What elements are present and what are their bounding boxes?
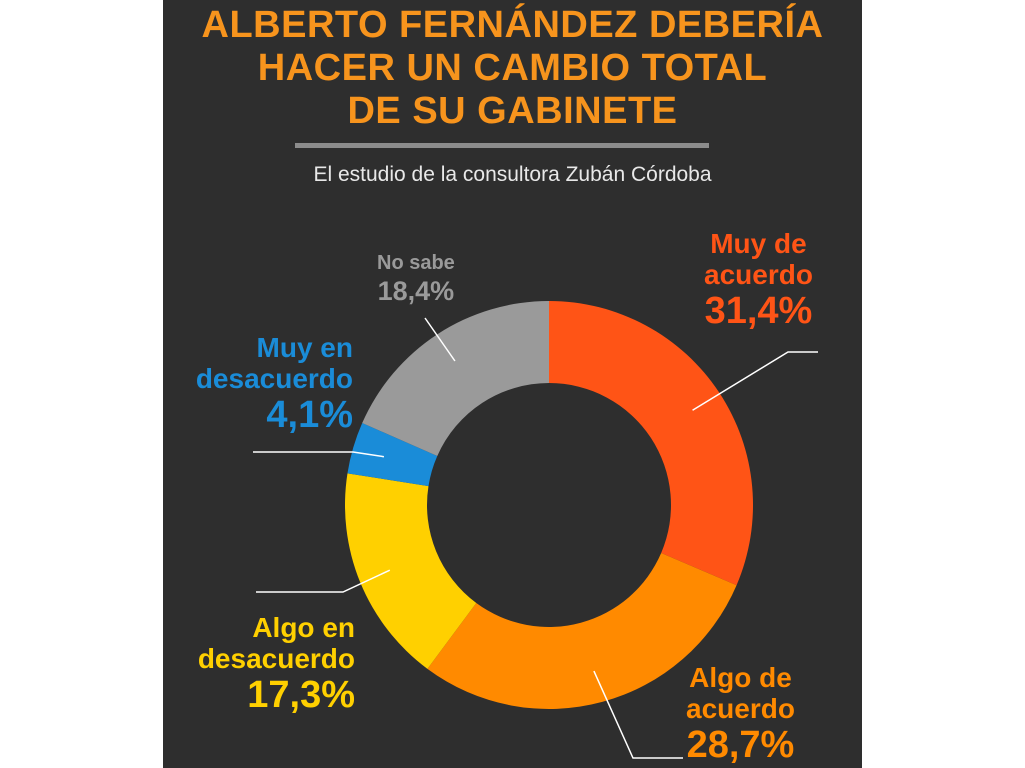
slice-value: 4,1% [266, 394, 353, 436]
slice-label-algo-de-acuerdo: Algo de acuerdo 28,7% [686, 662, 795, 766]
donut-slice-2 [345, 473, 477, 669]
slice-value: 28,7% [686, 724, 795, 766]
title-divider [295, 143, 709, 148]
slice-name-line: acuerdo [704, 259, 813, 290]
slice-name-line: Muy en [256, 332, 353, 363]
donut-slice-3 [347, 423, 438, 487]
title-line-2: HACER UN CAMBIO TOTAL [257, 47, 768, 89]
slice-label-algo-en-desacuerdo: Algo en desacuerdo 17,3% [198, 612, 355, 716]
slice-name-line: acuerdo [686, 693, 795, 724]
slice-label-no-sabe: No sabe 18,4% [377, 251, 455, 307]
leader-line-0 [692, 351, 818, 411]
title-line-3: DE SU GABINETE [347, 90, 678, 132]
donut-slice-0 [549, 301, 754, 586]
chart-subtitle: El estudio de la consultora Zubán Córdob… [313, 163, 712, 186]
slice-label-muy-en-desacuerdo: Muy en desacuerdo 4,1% [196, 332, 353, 436]
donut-slice-1 [427, 552, 737, 709]
leader-line-1 [593, 670, 683, 759]
slice-name-line: Algo en [252, 612, 355, 643]
leader-line-2 [256, 569, 391, 593]
infographic-panel: ALBERTO FERNÁNDEZ DEBERÍA HACER UN CAMBI… [163, 0, 862, 768]
leader-line-3 [253, 451, 385, 458]
slice-name-line: No sabe [377, 252, 455, 274]
slice-name-line: Muy de [710, 228, 807, 259]
slice-value: 31,4% [704, 290, 813, 332]
leader-line-4 [424, 317, 456, 362]
slice-name-line: desacuerdo [195, 363, 353, 394]
donut-chart [253, 301, 818, 759]
title-line-1: ALBERTO FERNÁNDEZ DEBERÍA [201, 4, 824, 46]
donut-slice-4 [362, 301, 549, 456]
slice-name-line: Algo de [689, 662, 792, 693]
slice-value: 18,4% [377, 276, 455, 306]
slice-label-muy-de-acuerdo: Muy de acuerdo 31,4% [704, 228, 813, 332]
slice-name-line: desacuerdo [197, 643, 355, 674]
chart-title: ALBERTO FERNÁNDEZ DEBERÍA HACER UN CAMBI… [163, 4, 862, 133]
slice-value: 17,3% [247, 674, 355, 716]
